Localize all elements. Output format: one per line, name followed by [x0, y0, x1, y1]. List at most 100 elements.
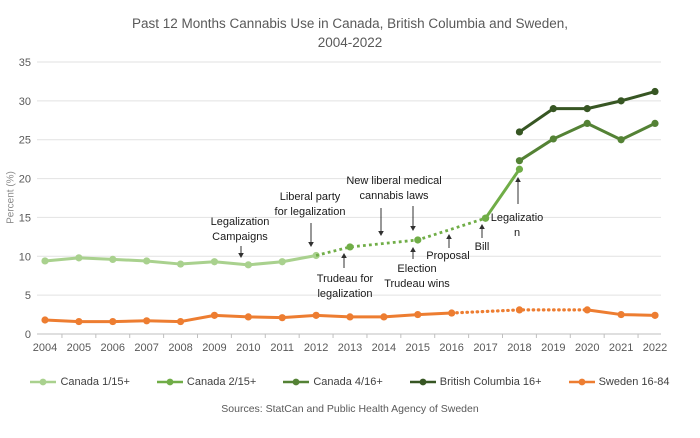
- legend-dot: [578, 378, 585, 386]
- data-series: [41, 87, 659, 326]
- data-point-marker: [414, 236, 422, 244]
- legend-item-canada-1-15-: Canada 1/15+: [30, 376, 130, 388]
- x-tick-label: 2019: [541, 342, 565, 354]
- x-tick-label: 2010: [236, 342, 260, 354]
- legend-marker-icon: [568, 378, 595, 386]
- series-british-columbia-16-: [515, 87, 659, 136]
- y-tick-label: 0: [25, 329, 31, 341]
- x-tick-label: 2012: [304, 342, 328, 354]
- y-tick-label: 25: [19, 135, 31, 147]
- x-tick-label: 2017: [473, 342, 497, 354]
- annotation-arrow-head: [238, 253, 244, 258]
- legend-label: Canada 4/16+: [313, 376, 383, 388]
- annotation-text: Legalization Campaigns: [211, 216, 270, 243]
- x-tick-label: 2014: [372, 342, 396, 354]
- annotation-text: Proposal: [426, 250, 469, 262]
- annotation-text: Bill: [475, 241, 490, 253]
- annotation-text: Election Trudeau wins: [384, 263, 450, 290]
- y-tick-label: 10: [19, 251, 31, 263]
- y-tick-label: 20: [19, 174, 31, 186]
- annotation-bill: Bill: [475, 224, 490, 253]
- data-point-marker: [346, 243, 354, 251]
- series-canada-1-15-: [41, 251, 320, 269]
- x-tick-label: 2008: [168, 342, 192, 354]
- legend-dot: [40, 378, 47, 386]
- chart-title-line1: Past 12 Months Cannabis Use in Canada, B…: [132, 16, 568, 31]
- legend: Canada 1/15+ Canada 2/15+ Canada 4/16+ Brit…: [0, 376, 700, 388]
- data-point-marker: [75, 254, 83, 262]
- annotation-arrow-head: [479, 224, 485, 229]
- axes: 0 5 10 15 20 25 30 35 2004 2005 2006 2007 2008 2009 20…: [19, 57, 667, 354]
- data-point-marker: [515, 165, 524, 173]
- legend-label: Sweden 16-84: [598, 376, 670, 388]
- data-point-marker: [380, 313, 388, 321]
- annotation-arrow-head: [378, 231, 384, 236]
- data-point-marker: [651, 87, 659, 96]
- data-point-marker: [617, 310, 625, 319]
- legend-marker-icon: [409, 378, 436, 386]
- source-note: Sources: StatCan and Public Health Agenc…: [221, 403, 479, 415]
- legend-label: Canada 1/15+: [60, 376, 130, 388]
- legend-item-british-columbia-16-: British Columbia 16+: [409, 376, 542, 388]
- annotation-legalization: Legalizatio n: [491, 177, 544, 239]
- data-point-marker: [109, 255, 117, 263]
- data-point-marker: [414, 310, 422, 319]
- data-point-marker: [515, 128, 524, 136]
- data-point-marker: [481, 214, 490, 222]
- x-tick-label: 2005: [67, 342, 91, 354]
- x-tick-label: 2011: [270, 342, 294, 354]
- annotation-text: Liberal party for legalization: [275, 191, 346, 218]
- data-point-marker: [346, 313, 354, 321]
- data-point-marker: [651, 119, 659, 127]
- series-canada-2-15-: [315, 165, 524, 257]
- annotation-liberal-party-for-legalization: Liberal party for legalization: [275, 191, 346, 247]
- annotation-election-trudeau-wins: Election Trudeau wins: [384, 247, 450, 290]
- chart-title: Past 12 Months Cannabis Use in Canada, B…: [0, 14, 700, 52]
- data-point-marker: [210, 258, 219, 266]
- series-line: [315, 216, 486, 257]
- legend-label: British Columbia 16+: [439, 376, 542, 388]
- annotation-proposal: Proposal: [426, 234, 470, 262]
- series-line: [484, 167, 521, 220]
- y-tick-label: 35: [19, 57, 31, 69]
- data-point-marker: [143, 257, 151, 265]
- data-point-marker: [244, 261, 252, 269]
- data-point-marker: [75, 317, 83, 326]
- annotation-text: Trudeau for legalization: [317, 273, 374, 300]
- legend-dot: [292, 378, 300, 386]
- x-tick-label: 2009: [202, 342, 226, 354]
- data-point-marker: [583, 105, 591, 113]
- data-point-marker: [41, 316, 49, 324]
- data-point-marker: [515, 306, 524, 314]
- data-point-marker: [278, 314, 286, 322]
- x-tick-label: 2016: [439, 342, 463, 354]
- annotation-arrow-head: [308, 242, 314, 247]
- data-point-marker: [617, 97, 625, 105]
- series-sweden-16-84: [41, 306, 659, 326]
- data-point-marker: [617, 136, 625, 144]
- data-point-marker: [109, 317, 117, 326]
- legend-item-sweden-16-84: Sweden 16-84: [568, 376, 670, 388]
- annotation-text: Legalizatio n: [491, 212, 544, 239]
- legend-dot: [419, 378, 427, 386]
- y-tick-label: 5: [25, 290, 31, 302]
- x-tick-label: 2020: [575, 342, 599, 354]
- legend-marker-icon: [156, 378, 183, 386]
- data-point-marker: [312, 311, 320, 319]
- x-tick-label: 2015: [406, 342, 430, 354]
- y-tick-label: 15: [19, 212, 31, 224]
- annotation-text: New liberal medical cannabis laws: [346, 175, 441, 202]
- annotation-trudeau-for-legalization: Trudeau for legalization: [317, 253, 374, 300]
- data-point-marker: [651, 311, 659, 319]
- annotation-arrow-head: [515, 177, 521, 182]
- annotation-legalization-campaigns: Legalization Campaigns: [211, 216, 270, 258]
- data-point-marker: [515, 157, 524, 165]
- data-point-marker: [41, 257, 49, 265]
- annotation-arrow-head: [410, 226, 416, 231]
- legend-label: Canada 2/15+: [186, 376, 257, 388]
- legend-item-canada-2-15-: Canada 2/15+: [156, 376, 257, 388]
- annotation-arrow-head: [341, 253, 347, 258]
- x-tick-label: 2021: [609, 342, 633, 354]
- x-tick-label: 2018: [507, 342, 531, 354]
